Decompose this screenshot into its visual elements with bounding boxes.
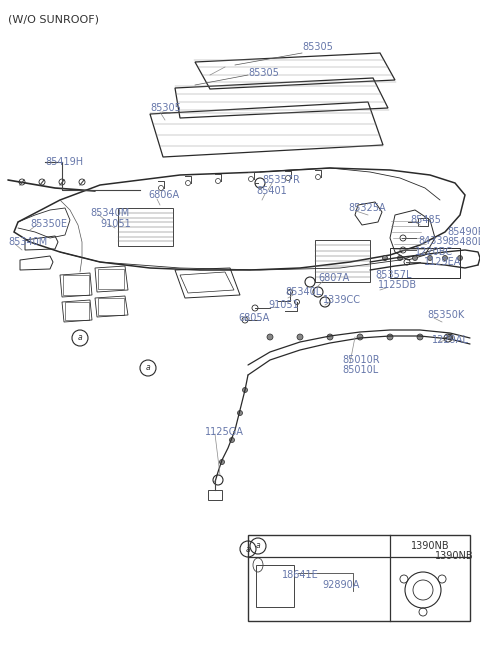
Text: 85305: 85305 (248, 68, 279, 78)
Circle shape (447, 334, 453, 340)
Circle shape (417, 334, 423, 340)
Circle shape (297, 334, 303, 340)
Text: 85340L: 85340L (285, 287, 321, 297)
Circle shape (428, 256, 432, 260)
Circle shape (383, 256, 387, 260)
Text: a: a (256, 541, 260, 550)
Bar (208, 490, 222, 500)
Text: 18641E: 18641E (282, 570, 319, 580)
Text: 1129EA: 1129EA (424, 257, 461, 267)
Text: 85350E: 85350E (30, 219, 67, 229)
Text: (W/O SUNROOF): (W/O SUNROOF) (8, 14, 99, 24)
Circle shape (387, 334, 393, 340)
Bar (256, 565, 294, 607)
Text: 85357L: 85357L (375, 270, 411, 280)
Text: 85401: 85401 (256, 186, 287, 196)
Text: 85305: 85305 (302, 42, 333, 52)
Circle shape (238, 410, 242, 415)
Text: 85357R: 85357R (262, 175, 300, 185)
Text: 1390NB: 1390NB (435, 551, 474, 561)
Text: 85010L: 85010L (342, 365, 378, 375)
Bar (118, 208, 173, 246)
Text: 91051: 91051 (268, 300, 299, 310)
Text: 85325A: 85325A (348, 203, 385, 213)
Circle shape (242, 388, 248, 393)
Text: 85480L: 85480L (447, 237, 480, 247)
Text: 1390NB: 1390NB (411, 541, 449, 551)
Circle shape (219, 459, 225, 464)
Text: 92890A: 92890A (322, 580, 360, 590)
Text: 1125DB: 1125DB (378, 280, 417, 290)
Bar (418, 218, 428, 226)
Text: 85340M: 85340M (8, 237, 47, 247)
Circle shape (357, 334, 363, 340)
Text: 1229AL: 1229AL (432, 335, 469, 345)
Circle shape (412, 256, 418, 260)
Circle shape (457, 256, 463, 260)
Text: 6806A: 6806A (148, 190, 179, 200)
Text: a: a (146, 364, 150, 373)
Circle shape (267, 334, 273, 340)
Circle shape (229, 437, 235, 443)
Text: 85350K: 85350K (427, 310, 464, 320)
Text: 85010R: 85010R (342, 355, 380, 365)
Text: 1220BC: 1220BC (415, 247, 453, 257)
Circle shape (443, 256, 447, 260)
Text: 6807A: 6807A (318, 273, 349, 283)
Text: 6805A: 6805A (238, 313, 269, 323)
Bar (315, 240, 370, 282)
Text: 85490R: 85490R (447, 227, 480, 237)
Text: 85419H: 85419H (45, 157, 83, 167)
Text: a: a (78, 333, 82, 342)
Text: 91051: 91051 (100, 219, 131, 229)
Bar (248, 535, 470, 621)
Text: 1125GA: 1125GA (205, 427, 244, 437)
Text: 85485: 85485 (410, 215, 441, 225)
Circle shape (327, 334, 333, 340)
Text: 84339: 84339 (418, 236, 449, 246)
Circle shape (397, 256, 403, 260)
Text: 85340M: 85340M (90, 208, 129, 218)
Text: 1339CC: 1339CC (323, 295, 361, 305)
Text: 85305: 85305 (150, 103, 181, 113)
Text: a: a (246, 545, 250, 554)
